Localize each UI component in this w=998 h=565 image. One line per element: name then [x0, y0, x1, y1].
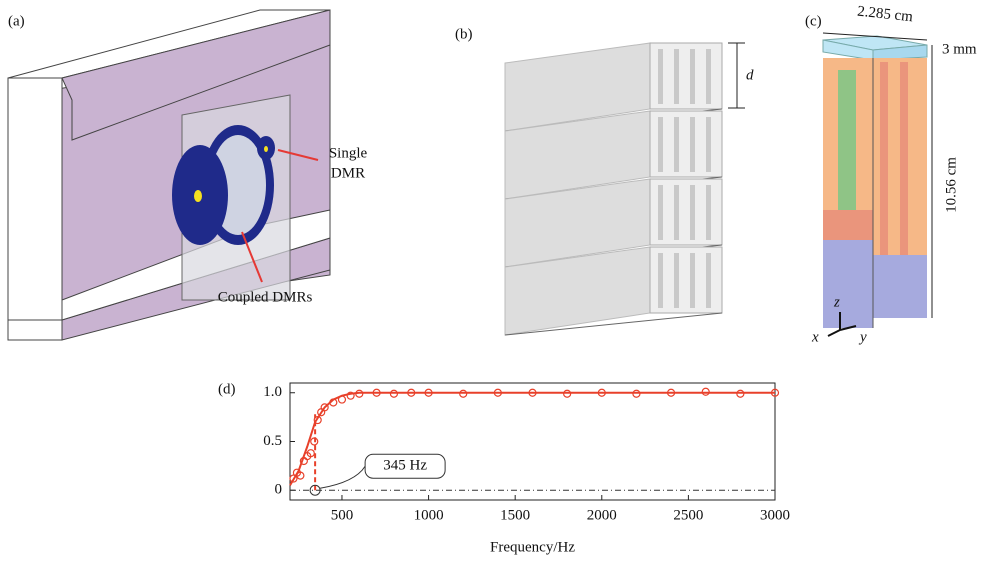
panel-label: (d): [218, 381, 236, 397]
callout-box: [364, 453, 446, 479]
axis-name: z: [833, 294, 840, 310]
arrow: [277, 149, 319, 161]
x-tick-label: 1000: [414, 507, 444, 523]
slit: [706, 253, 711, 308]
x-tick-label: 500: [331, 507, 354, 523]
point: [320, 403, 329, 412]
slit: [690, 117, 695, 172]
slit: [706, 117, 711, 172]
dim-line: [822, 32, 928, 41]
axis-name: x: [811, 329, 819, 345]
point: [666, 388, 676, 397]
slit: [690, 49, 695, 104]
point: [329, 398, 338, 407]
label: Coupled DMRs: [218, 289, 313, 305]
panel-label: (c): [805, 13, 822, 29]
cutoff-marker: [309, 484, 321, 496]
callout-label: 345 Hz: [383, 458, 427, 474]
slit: [658, 49, 663, 104]
panel-c: (c) 2.285 cm 3 mm 10.56 cm z x y: [805, 4, 977, 346]
point: [306, 449, 315, 458]
dim-label: d: [746, 67, 754, 83]
label: Single: [329, 145, 368, 161]
point: [563, 389, 572, 398]
point: [459, 389, 468, 398]
slabs: [504, 42, 723, 336]
point: [528, 388, 537, 397]
axis-arrow: [827, 329, 841, 337]
dim-label: 3 mm: [942, 41, 977, 57]
x-tick-label: 1500: [500, 507, 530, 523]
arrow: [241, 231, 263, 283]
point: [736, 389, 745, 398]
slit: [690, 185, 695, 240]
panel-d: (d) 500 1000 1500 2000 2500 3000 0 0.5 1.0 Freque…: [218, 381, 790, 555]
slit: [658, 253, 663, 308]
dim-label: 10.56 cm: [943, 157, 959, 213]
point: [296, 471, 305, 480]
x-tick-label: 2000: [587, 507, 617, 523]
point: [289, 474, 298, 483]
callout-line: [320, 465, 366, 489]
slit: [706, 49, 711, 104]
plot-frame: [289, 382, 776, 501]
channel: [900, 62, 908, 312]
top-cap-front: [872, 44, 928, 61]
point: [337, 395, 347, 404]
channel-pink: [823, 210, 873, 240]
dmr-mass: [194, 190, 202, 202]
y-tick-label: 1.0: [263, 384, 282, 400]
point: [597, 388, 606, 397]
point: [389, 389, 399, 398]
panel-b: (b) d: [455, 26, 754, 336]
panel-label: (b): [455, 26, 473, 42]
point: [372, 388, 381, 397]
x-axis-label: Frequency/Hz: [490, 539, 575, 555]
channel-blue: [823, 240, 873, 328]
point: [701, 387, 710, 396]
x-tick-label: 3000: [760, 507, 790, 523]
point: [424, 388, 433, 397]
channel: [880, 62, 888, 312]
slit: [706, 185, 711, 240]
point: [493, 388, 502, 397]
slit: [674, 117, 679, 172]
single-dmr-mass: [264, 146, 268, 152]
slit: [690, 253, 695, 308]
slit: [658, 117, 663, 172]
point: [407, 388, 416, 397]
point: [632, 389, 641, 398]
x-tick-label: 2500: [673, 507, 703, 523]
slit: [674, 49, 679, 104]
slit: [674, 253, 679, 308]
point: [346, 391, 355, 400]
bottom-edge: [7, 319, 63, 341]
top-beam: [61, 9, 331, 141]
curve: [289, 391, 775, 486]
channel-green: [838, 70, 856, 220]
point: [770, 388, 780, 397]
slit: [674, 185, 679, 240]
point: [313, 415, 322, 425]
axis-name: y: [858, 329, 867, 345]
y-tick-label: 0.5: [263, 433, 282, 449]
dim-label: 2.285 cm: [856, 4, 914, 26]
panel-label: (a): [8, 13, 25, 29]
y-tick-label: 0: [275, 482, 283, 498]
panel-a: (a) Single DMR Coupled DMRs: [7, 9, 368, 341]
label: DMR: [331, 165, 365, 181]
slit: [658, 185, 663, 240]
point: [355, 389, 364, 398]
axis-arrow: [839, 325, 857, 331]
seam: [504, 312, 723, 336]
side-frame: [7, 77, 63, 321]
channel-blue: [873, 255, 927, 318]
